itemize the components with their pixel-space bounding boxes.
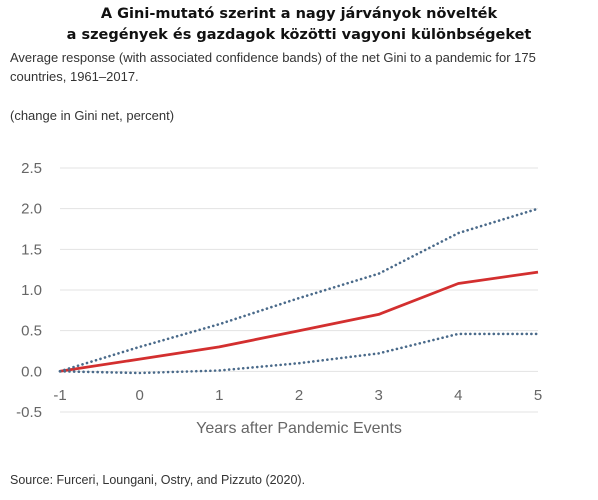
x-tick-label: 3 (374, 387, 382, 404)
y-tick-label: 0.0 (21, 363, 42, 380)
y-tick-labels: -0.5 0.0 0.5 1.0 1.5 2.0 2.5 (16, 160, 42, 421)
x-tick-label: -1 (53, 387, 66, 404)
series-lines (58, 207, 540, 375)
unit-label: (change in Gini net, percent) (10, 108, 175, 123)
series-line-lower-band (58, 332, 540, 375)
y-tick-label: 1.5 (21, 241, 42, 258)
y-tick-label: 1.0 (21, 282, 42, 299)
source-note: Source: Furceri, Loungani, Ostry, and Pi… (10, 473, 306, 487)
y-tick-label: 0.5 (21, 323, 42, 340)
chart-title: A Gini-mutató szerint a nagy járványok n… (0, 4, 598, 46)
chart-subtitle: Average response (with associated confid… (10, 50, 536, 84)
y-tick-label: -0.5 (16, 404, 42, 421)
title-line-1: A Gini-mutató szerint a nagy járványok n… (100, 6, 498, 22)
title-line-2: a szegények és gazdagok közötti vagyoni … (66, 27, 532, 43)
x-tick-label: 0 (135, 387, 143, 404)
x-axis-label: Years after Pandemic Events (196, 420, 402, 437)
series-line-upper-band (58, 207, 540, 373)
series-line-estimate (59, 270, 539, 373)
x-tick-label: 4 (454, 387, 462, 404)
x-tick-labels: -1 0 1 2 3 4 5 (53, 387, 542, 404)
x-tick-label: 2 (295, 387, 303, 404)
x-tick-label: 1 (215, 387, 223, 404)
x-tick-label: 5 (534, 387, 542, 404)
y-tick-label: 2.5 (21, 160, 42, 177)
y-tick-label: 2.0 (21, 201, 42, 218)
grid-lines (60, 167, 538, 413)
